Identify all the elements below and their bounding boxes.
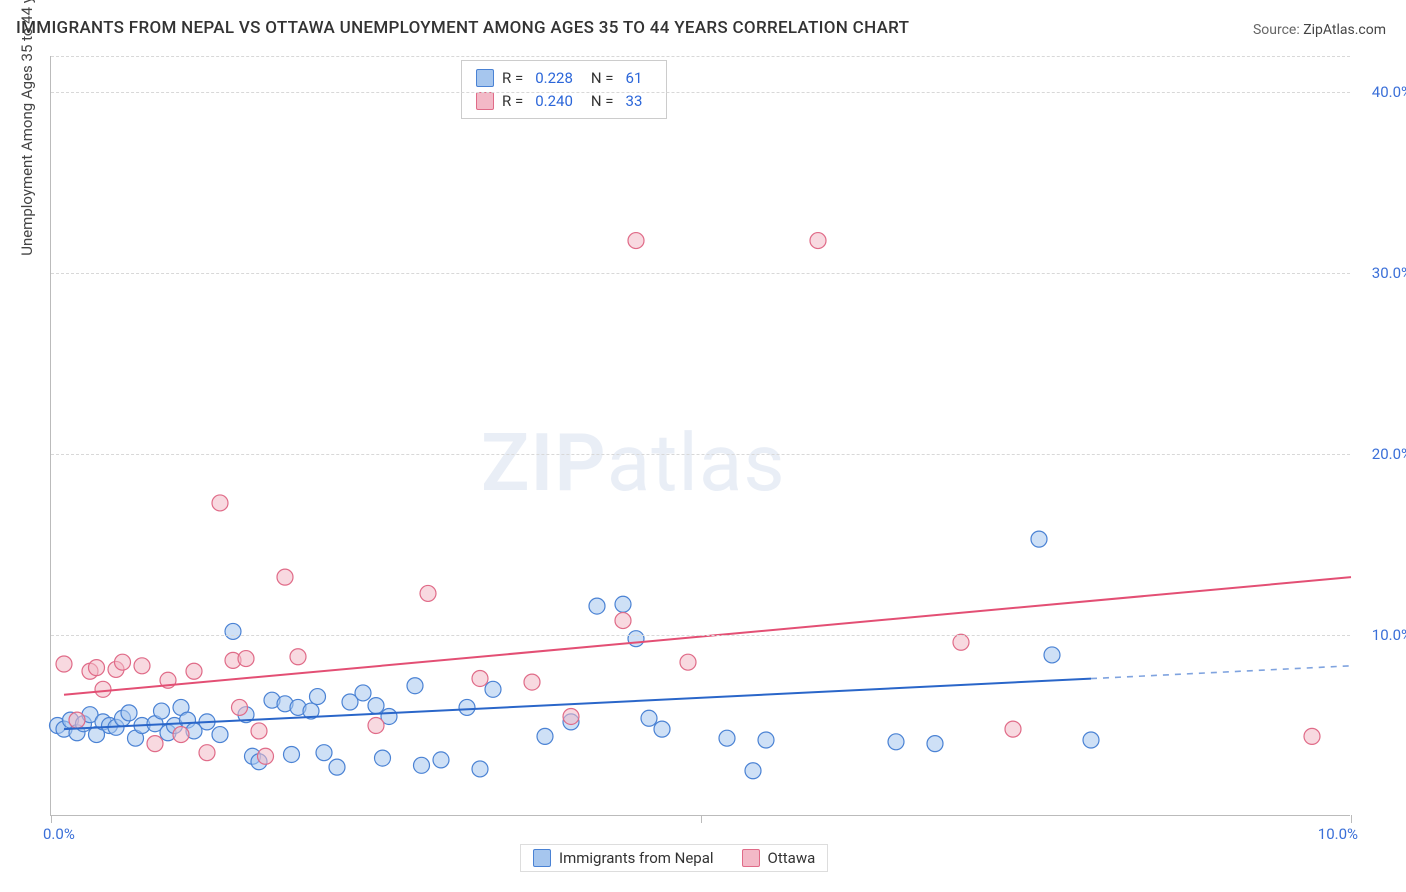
scatter-point-ottawa [186,663,202,679]
scatter-point-nepal [1083,732,1099,748]
bottom-legend: Immigrants from Nepal Ottawa [520,844,828,872]
scatter-point-nepal [1044,647,1060,663]
scatter-point-ottawa [1005,721,1021,737]
scatter-point-nepal [927,736,943,752]
scatter-point-ottawa [69,712,85,728]
scatter-point-nepal [407,678,423,694]
legend-swatch-ottawa [742,849,760,867]
scatter-point-ottawa [615,613,631,629]
source-label: Source: [1253,22,1300,38]
scatter-point-nepal [355,685,371,701]
scatter-point-ottawa [56,656,72,672]
scatter-point-nepal [225,623,241,639]
x-tick-min: 0.0% [43,825,75,843]
scatter-point-nepal [414,757,430,773]
y-tick-label: 30.0% [1372,264,1406,282]
chart-plot-area: ZIPatlas R = 0.228 N = 61 R = 0.240 N = … [50,56,1350,816]
gridline [51,635,1350,636]
scatter-point-nepal [589,598,605,614]
scatter-point-nepal [121,705,137,721]
legend-label-ottawa: Ottawa [768,849,816,867]
scatter-point-ottawa [134,658,150,674]
x-tick-max: 10.0% [1318,825,1358,843]
scatter-point-ottawa [115,654,131,670]
trend-line-dashed-nepal [1091,666,1351,679]
scatter-point-ottawa [277,569,293,585]
scatter-point-nepal [316,745,332,761]
y-tick-label: 10.0% [1372,626,1406,644]
scatter-point-nepal [888,734,904,750]
scatter-point-nepal [284,746,300,762]
scatter-point-ottawa [953,634,969,650]
legend-label-nepal: Immigrants from Nepal [559,849,714,867]
scatter-svg [51,56,1350,815]
scatter-point-ottawa [212,495,228,511]
source-value: ZipAtlas.com [1303,22,1386,38]
scatter-point-nepal [719,730,735,746]
chart-title: IMMIGRANTS FROM NEPAL VS OTTAWA UNEMPLOY… [16,18,909,38]
scatter-point-nepal [1031,531,1047,547]
scatter-point-ottawa [420,585,436,601]
scatter-point-ottawa [472,670,488,686]
scatter-point-nepal [472,761,488,777]
legend-item-nepal: Immigrants from Nepal [533,849,714,867]
legend-swatch-nepal [533,849,551,867]
y-tick-label: 20.0% [1372,445,1406,463]
scatter-point-nepal [368,698,384,714]
scatter-point-nepal [459,699,475,715]
legend-item-ottawa: Ottawa [742,849,816,867]
scatter-point-nepal [745,763,761,779]
scatter-point-ottawa [89,660,105,676]
gridline [51,56,1350,57]
scatter-point-ottawa [810,233,826,249]
scatter-point-ottawa [173,727,189,743]
y-axis-label: Unemployment Among Ages 35 to 44 years [18,0,36,256]
scatter-point-ottawa [563,708,579,724]
y-tick-label: 40.0% [1372,83,1406,101]
scatter-point-ottawa [368,718,384,734]
scatter-point-nepal [615,596,631,612]
scatter-point-ottawa [95,681,111,697]
source-attribution: Source: ZipAtlas.com [1253,22,1386,38]
scatter-point-nepal [654,721,670,737]
gridline [51,92,1350,93]
scatter-point-nepal [329,759,345,775]
gridline [51,273,1350,274]
scatter-point-nepal [641,710,657,726]
x-tick [701,815,702,823]
scatter-point-ottawa [524,674,540,690]
scatter-point-ottawa [199,745,215,761]
scatter-point-nepal [375,750,391,766]
scatter-point-nepal [433,752,449,768]
scatter-point-nepal [310,689,326,705]
scatter-point-nepal [758,732,774,748]
scatter-point-ottawa [258,748,274,764]
scatter-point-ottawa [1304,728,1320,744]
gridline [51,454,1350,455]
scatter-point-ottawa [680,654,696,670]
scatter-point-ottawa [290,649,306,665]
scatter-point-nepal [537,728,553,744]
x-tick [1351,815,1352,823]
scatter-point-nepal [154,703,170,719]
scatter-point-nepal [485,681,501,697]
scatter-point-ottawa [147,736,163,752]
scatter-point-nepal [628,631,644,647]
scatter-point-ottawa [232,699,248,715]
scatter-point-ottawa [251,723,267,739]
scatter-point-ottawa [628,233,644,249]
scatter-point-ottawa [238,651,254,667]
scatter-point-nepal [212,727,228,743]
x-tick [51,815,52,823]
